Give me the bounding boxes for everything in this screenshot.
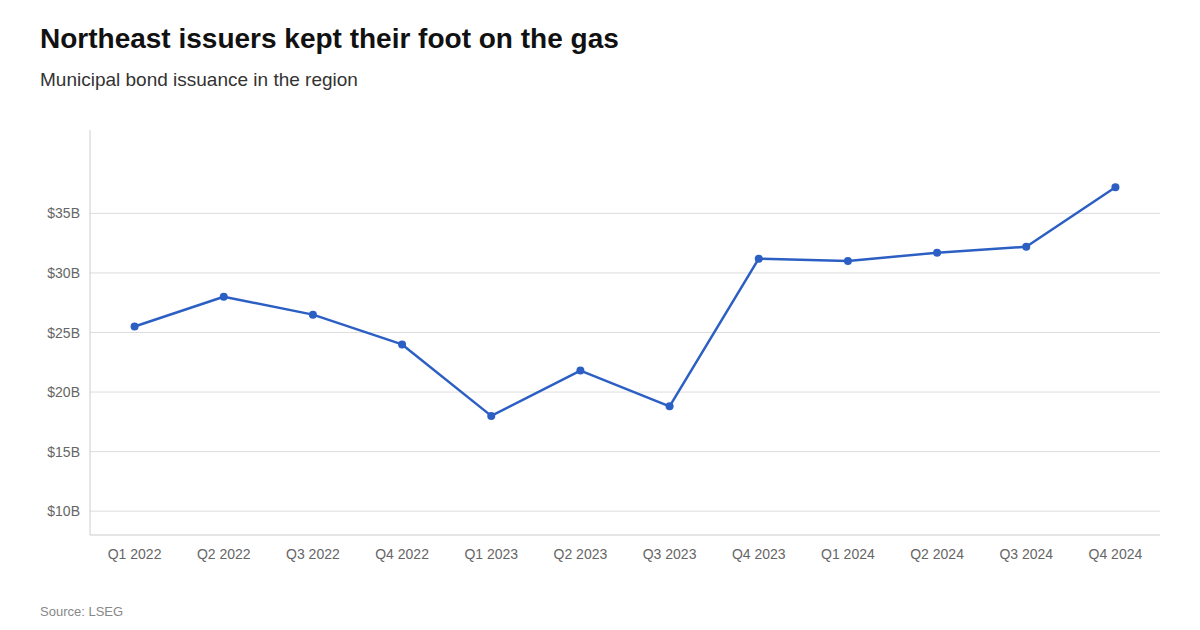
chart-container: Northeast issuers kept their foot on the… xyxy=(0,0,1200,630)
marker xyxy=(755,255,763,263)
title: Northeast issuers kept their foot on the… xyxy=(40,23,619,54)
grid-line xyxy=(90,272,1160,273)
x-tick-label: Q3 2023 xyxy=(643,546,697,562)
y-tick-label: $35B xyxy=(47,205,80,221)
y-tick-label: $20B xyxy=(47,384,80,400)
y-tick-label: $15B xyxy=(47,444,80,460)
marker xyxy=(666,402,674,410)
marker xyxy=(487,412,495,420)
x-tick-label: Q4 2022 xyxy=(375,546,429,562)
marker xyxy=(1022,243,1030,251)
marker xyxy=(933,249,941,257)
y-tick-label: $10B xyxy=(47,503,80,519)
x-tick-label: Q4 2024 xyxy=(1089,546,1143,562)
grid-line xyxy=(90,392,1160,393)
marker xyxy=(220,293,228,301)
x-axis: Q1 2022 Q2 2022 Q3 2022 Q4 2022 Q1 2023 Q2 20… xyxy=(108,546,1143,562)
plot-area xyxy=(131,183,1120,420)
subtitle: Municipal bond issuance in the region xyxy=(40,69,358,90)
chart-svg: Northeast issuers kept their foot on the… xyxy=(0,0,1200,630)
x-tick-label: Q2 2022 xyxy=(197,546,251,562)
grid-line xyxy=(90,213,1160,214)
marker xyxy=(398,340,406,348)
grid-line xyxy=(90,332,1160,333)
marker xyxy=(576,367,584,375)
marker xyxy=(131,323,139,331)
y-axis: $10B $15B $20B $25B $30B $35B xyxy=(47,205,1160,519)
line xyxy=(135,187,1116,416)
y-tick-label: $30B xyxy=(47,265,80,281)
marker xyxy=(1111,183,1119,191)
grid-line xyxy=(90,511,1160,512)
x-tick-label: Q2 2024 xyxy=(910,546,964,562)
y-axis-line xyxy=(90,130,91,535)
x-tick-label: Q4 2023 xyxy=(732,546,786,562)
x-tick-label: Q3 2024 xyxy=(999,546,1053,562)
marker xyxy=(844,257,852,265)
source: Source: LSEG xyxy=(40,604,123,619)
x-tick-label: Q3 2022 xyxy=(286,546,340,562)
y-tick-label: $25B xyxy=(47,325,80,341)
x-tick-label: Q2 2023 xyxy=(554,546,608,562)
grid-line xyxy=(90,451,1160,452)
x-tick-label: Q1 2024 xyxy=(821,546,875,562)
x-axis-line xyxy=(90,535,1160,536)
x-tick-label: Q1 2022 xyxy=(108,546,162,562)
marker xyxy=(309,311,317,319)
x-tick-label: Q1 2023 xyxy=(464,546,518,562)
